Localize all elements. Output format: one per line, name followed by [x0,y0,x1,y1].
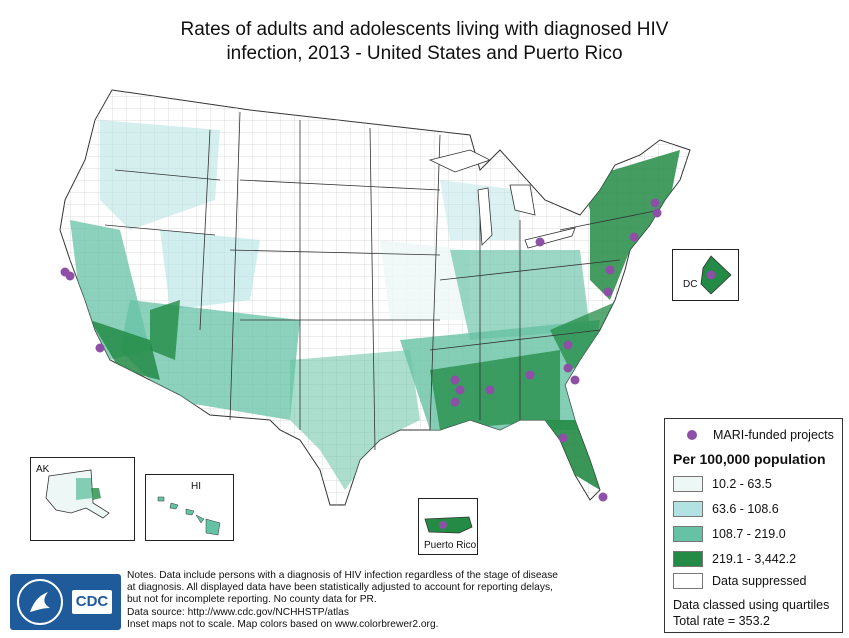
legend-swatch [673,501,703,517]
lake-superior [428,149,492,173]
mari-marker [563,363,573,373]
mari-marker [605,265,615,275]
legend-swatch [673,573,703,589]
legend-class-label: Data suppressed [712,574,807,588]
lake-huron [509,184,536,216]
notes-line: Notes. Data include persons with a diagn… [127,570,558,581]
dc-shape [700,255,732,295]
notes: Notes. Data include persons with a diagn… [127,570,647,631]
legend-title: Per 100,000 population [673,451,826,467]
mari-marker [563,340,573,350]
mari-project-markers [60,198,662,502]
cdc-logo-text: CDC [72,590,112,614]
mari-marker [455,385,465,395]
mari-marker [706,270,716,280]
legend-method: Data classed using quartiles [673,598,830,612]
legend-mari-row: MARI-funded projects [669,428,834,442]
pr-label: Puerto Rico [424,540,477,551]
alaska-dark-region [91,488,101,500]
legend-swatch [673,526,703,542]
hi-label: HI [191,481,201,492]
legend-swatch [673,476,703,492]
mari-marker [65,271,75,281]
hhs-eagle-icon [17,579,63,625]
puerto-rico-inset: Puerto Rico [418,498,478,555]
region-dark-nevada [150,300,180,360]
legend-class-row: Data suppressed [673,573,807,589]
mari-marker [450,375,460,385]
mari-marker [652,208,662,218]
ak-label: AK [36,464,50,475]
lake-michigan [477,187,493,246]
puerto-rico-shape [424,516,473,534]
map-title-line2: infection, 2013 - United States and Puer… [226,43,623,64]
mari-marker [598,492,608,502]
region-medium-texas [290,350,420,490]
notes-line: Inset maps not to scale. Map colors base… [127,618,439,630]
region-dark-deep-south [430,350,560,430]
mari-marker [439,521,447,529]
legend-class-row: 63.6 - 108.6 [673,501,779,517]
legend-class-row: 219.1 - 3,442.2 [673,551,796,567]
mari-marker [450,397,460,407]
legend-class-label: 219.1 - 3,442.2 [712,552,797,566]
mari-marker [525,370,535,380]
region-medium-california [70,220,150,360]
region-dark-florida [540,420,600,490]
cdc-logo: CDC [10,574,121,630]
map-title-line1: Rates of adults and adolescents living w… [180,19,669,40]
legend-class-label: 108.7 - 219.0 [712,527,786,541]
alaska-inset: AK [30,457,135,541]
region-light-great-basin [160,230,260,310]
legend-class-row: 10.2 - 63.5 [673,476,772,492]
hawaii-islands [157,496,221,536]
contiguous-us [59,89,691,506]
state-borders [104,111,661,451]
dc-inset: DC [672,249,739,301]
mari-marker [535,237,545,247]
region-dark-northeast [580,150,680,300]
legend-swatch [673,551,703,567]
dc-label: DC [683,279,698,290]
legend-total-rate: Total rate = 353.2 [673,614,770,628]
region-dark-socal [90,320,160,380]
notes-line: at diagnosis. All displayed data have be… [127,582,553,594]
region-light-northwest [100,120,220,230]
mari-dot-icon [687,430,697,440]
mari-marker [570,375,580,385]
legend-class-label: 63.6 - 108.6 [712,502,779,516]
alaska-green-region [76,478,93,500]
legend-class-row: 108.7 - 219.0 [673,526,786,542]
notes-source: Data source: http://www.cdc.gov/NCHHSTP/… [127,606,349,618]
legend-mari-label: MARI-funded projects [713,428,834,442]
mari-marker [603,287,613,297]
legend-class-label: 10.2 - 63.5 [712,477,772,491]
hawaii-inset: HI [145,474,234,541]
map-title: Rates of adults and adolescents living w… [0,18,849,66]
legend: MARI-funded projects Per 100,000 populat… [664,418,843,633]
mari-marker [558,433,568,443]
notes-line: but not for incomplete reporting. No cou… [127,594,377,606]
mari-marker [95,343,105,353]
mari-marker [650,198,660,208]
mari-marker [629,232,639,242]
region-light-midwest [380,240,470,320]
mari-marker [485,385,495,395]
